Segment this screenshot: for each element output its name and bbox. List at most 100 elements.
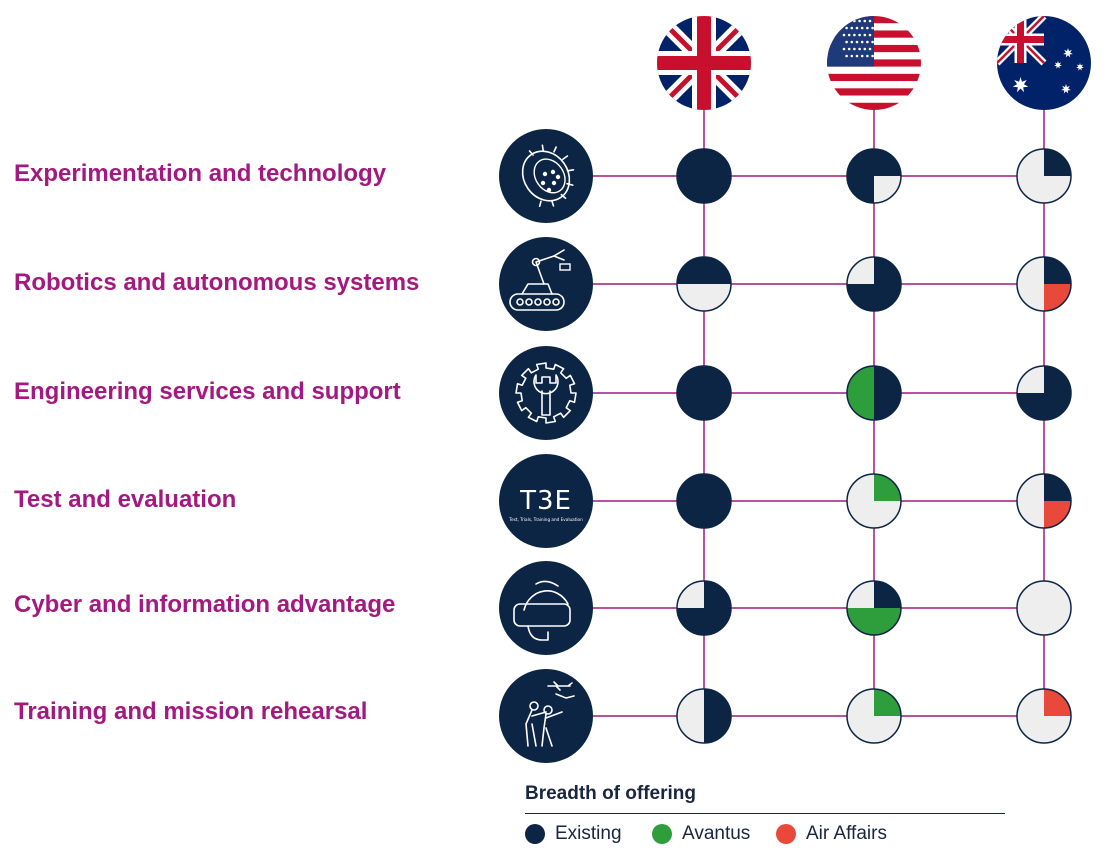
offering-circle [846, 365, 902, 421]
offering-quadrant [704, 393, 731, 420]
offering-quadrant [847, 474, 874, 501]
offering-quadrant [704, 501, 731, 528]
offering-quadrant [704, 284, 731, 311]
offering-circle [1016, 473, 1072, 529]
offering-quadrant [1044, 366, 1071, 393]
offering-quadrant [1017, 716, 1044, 743]
offering-circle [676, 365, 732, 421]
offering-quadrant [874, 284, 901, 311]
offering-quadrant [874, 581, 901, 608]
offering-circle [1016, 256, 1072, 312]
offering-quadrant [874, 689, 901, 716]
offering-quadrant [704, 176, 731, 203]
offering-quadrant [677, 689, 704, 716]
offering-circle [1016, 148, 1072, 204]
offering-quadrant [1017, 501, 1044, 528]
soldiers-drone-icon [499, 669, 593, 763]
icon-logo-subtext: Test, Trials, Training and Evaluation [508, 517, 583, 522]
offering-circle [846, 148, 902, 204]
offering-quadrant [1017, 366, 1044, 393]
offering-quadrant [847, 501, 874, 528]
offering-circle [1016, 580, 1072, 636]
icon-badge [499, 561, 593, 655]
offering-quadrant [1044, 581, 1071, 608]
legend-label-existing: Existing [555, 823, 622, 844]
offering-quadrant [1044, 716, 1071, 743]
offering-circle [676, 473, 732, 529]
legend-label-avantus: Avantus [682, 823, 751, 844]
offering-circle [846, 580, 902, 636]
icon-badge [499, 129, 593, 223]
capability-label-engineering: Engineering services and support [14, 378, 401, 405]
offering-quadrant [704, 581, 731, 608]
vr-headset-icon [499, 561, 593, 655]
offering-quadrant [847, 149, 874, 176]
australia-flag-icon [997, 16, 1091, 110]
legend-item-existing: Existing [525, 822, 622, 846]
offering-quadrant [874, 608, 901, 635]
capability-label-training: Training and mission rehearsal [14, 698, 368, 725]
offering-quadrant [874, 149, 901, 176]
offering-circle [676, 688, 732, 744]
offering-quadrant [677, 257, 704, 284]
offering-quadrant [874, 474, 901, 501]
capability-label-test: Test and evaluation [14, 486, 237, 513]
offering-quadrant [847, 257, 874, 284]
uk-flag-icon [657, 16, 751, 110]
offering-quadrant [677, 581, 704, 608]
icon-badge [499, 454, 593, 548]
offering-quadrant [874, 501, 901, 528]
offering-quadrant [1044, 149, 1071, 176]
offering-quadrant [1017, 581, 1044, 608]
offering-circle [846, 256, 902, 312]
offering-quadrant [704, 716, 731, 743]
offering-quadrant [847, 284, 874, 311]
offering-quadrant [1044, 176, 1071, 203]
robot-vehicle-icon [499, 237, 593, 331]
gear-wrench-icon [499, 346, 593, 440]
capability-label-experimentation: Experimentation and technology [14, 160, 387, 187]
offering-circle [846, 473, 902, 529]
offering-quadrant [677, 176, 704, 203]
offering-quadrant [677, 149, 704, 176]
offering-quadrant [1044, 257, 1071, 284]
offering-quadrant [874, 393, 901, 420]
legend-item-air-affairs: Air Affairs [776, 822, 887, 846]
offering-quadrant [847, 689, 874, 716]
offering-quadrant [677, 366, 704, 393]
offering-quadrant [704, 149, 731, 176]
offering-quadrant [677, 474, 704, 501]
offering-quadrant [847, 176, 874, 203]
offering-quadrant [677, 284, 704, 311]
offering-circle [676, 148, 732, 204]
offering-quadrant [1017, 474, 1044, 501]
offering-circle [676, 256, 732, 312]
offering-circle [846, 688, 902, 744]
legend-label-air-affairs: Air Affairs [806, 823, 887, 844]
offering-quadrant [1044, 689, 1071, 716]
offering-quadrant [704, 257, 731, 284]
capability-label-robotics: Robotics and autonomous systems [14, 269, 420, 296]
offering-quadrant [1017, 176, 1044, 203]
icon-logo-text: T3E [519, 486, 572, 516]
offering-quadrant [847, 581, 874, 608]
offering-quadrant [1044, 608, 1071, 635]
offering-quadrant [874, 716, 901, 743]
legend-swatch-avantus [652, 824, 672, 844]
offering-quadrant [677, 716, 704, 743]
legend-title: Breadth of offering [525, 783, 696, 804]
offering-quadrant [1017, 393, 1044, 420]
offering-quadrant [874, 366, 901, 393]
offering-quadrant [1044, 284, 1071, 311]
offering-quadrant [874, 257, 901, 284]
offering-quadrant [1044, 393, 1071, 420]
offering-quadrant [704, 608, 731, 635]
offering-quadrant [704, 366, 731, 393]
offering-circle [1016, 365, 1072, 421]
us-flag-icon [827, 16, 921, 110]
legend-swatch-existing [525, 824, 545, 844]
offering-quadrant [1017, 257, 1044, 284]
